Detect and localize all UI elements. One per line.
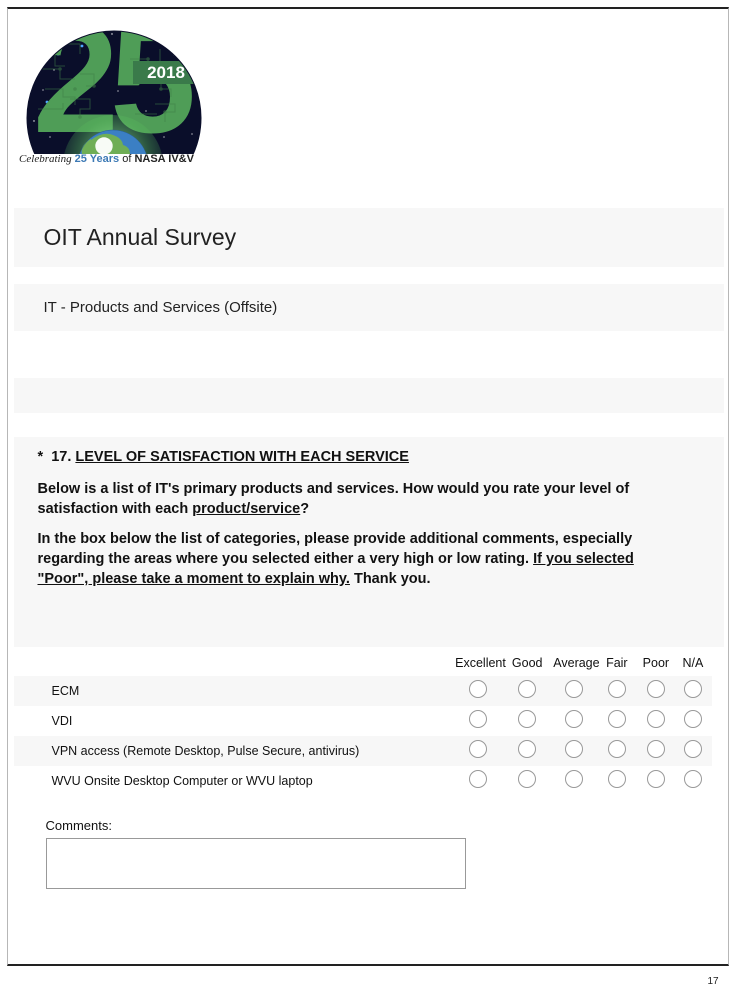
svg-text:2018: 2018 (147, 63, 185, 82)
